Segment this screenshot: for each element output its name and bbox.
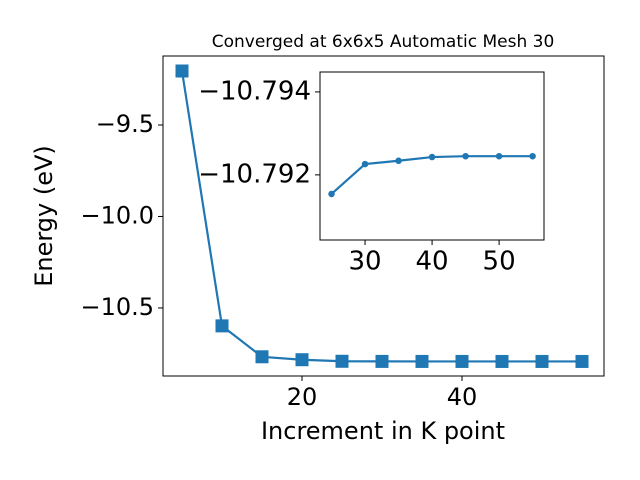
marker <box>535 354 549 368</box>
y-tick-label: −10.792 <box>198 159 311 189</box>
x-tick-label: 40 <box>447 383 478 411</box>
marker <box>529 152 536 160</box>
x-tick-label: 30 <box>348 247 381 277</box>
x-tick-label: 50 <box>483 247 516 277</box>
marker <box>335 354 349 368</box>
x-axis-label: Increment in K point <box>261 417 505 445</box>
marker <box>415 354 429 368</box>
marker <box>428 153 436 161</box>
y-tick-label: −9.5 <box>96 110 154 138</box>
x-tick-label: 20 <box>287 383 318 411</box>
marker <box>455 354 469 368</box>
y-tick-label: −10.5 <box>80 293 154 321</box>
marker <box>175 64 189 78</box>
marker <box>575 354 589 368</box>
marker <box>255 350 269 364</box>
y-tick-label: −10.794 <box>198 76 311 106</box>
marker <box>495 354 509 368</box>
marker <box>495 152 503 160</box>
chart-title: Converged at 6x6x5 Automatic Mesh 30 <box>212 32 555 52</box>
y-axis-label: Energy (eV) <box>30 145 58 287</box>
marker <box>361 160 369 168</box>
marker <box>375 354 389 368</box>
marker <box>215 319 229 333</box>
marker <box>328 190 335 198</box>
y-tick-label: −10.0 <box>80 201 154 229</box>
marker <box>395 157 402 165</box>
x-tick-label: 40 <box>416 247 449 277</box>
marker <box>295 353 309 367</box>
marker <box>462 152 469 160</box>
